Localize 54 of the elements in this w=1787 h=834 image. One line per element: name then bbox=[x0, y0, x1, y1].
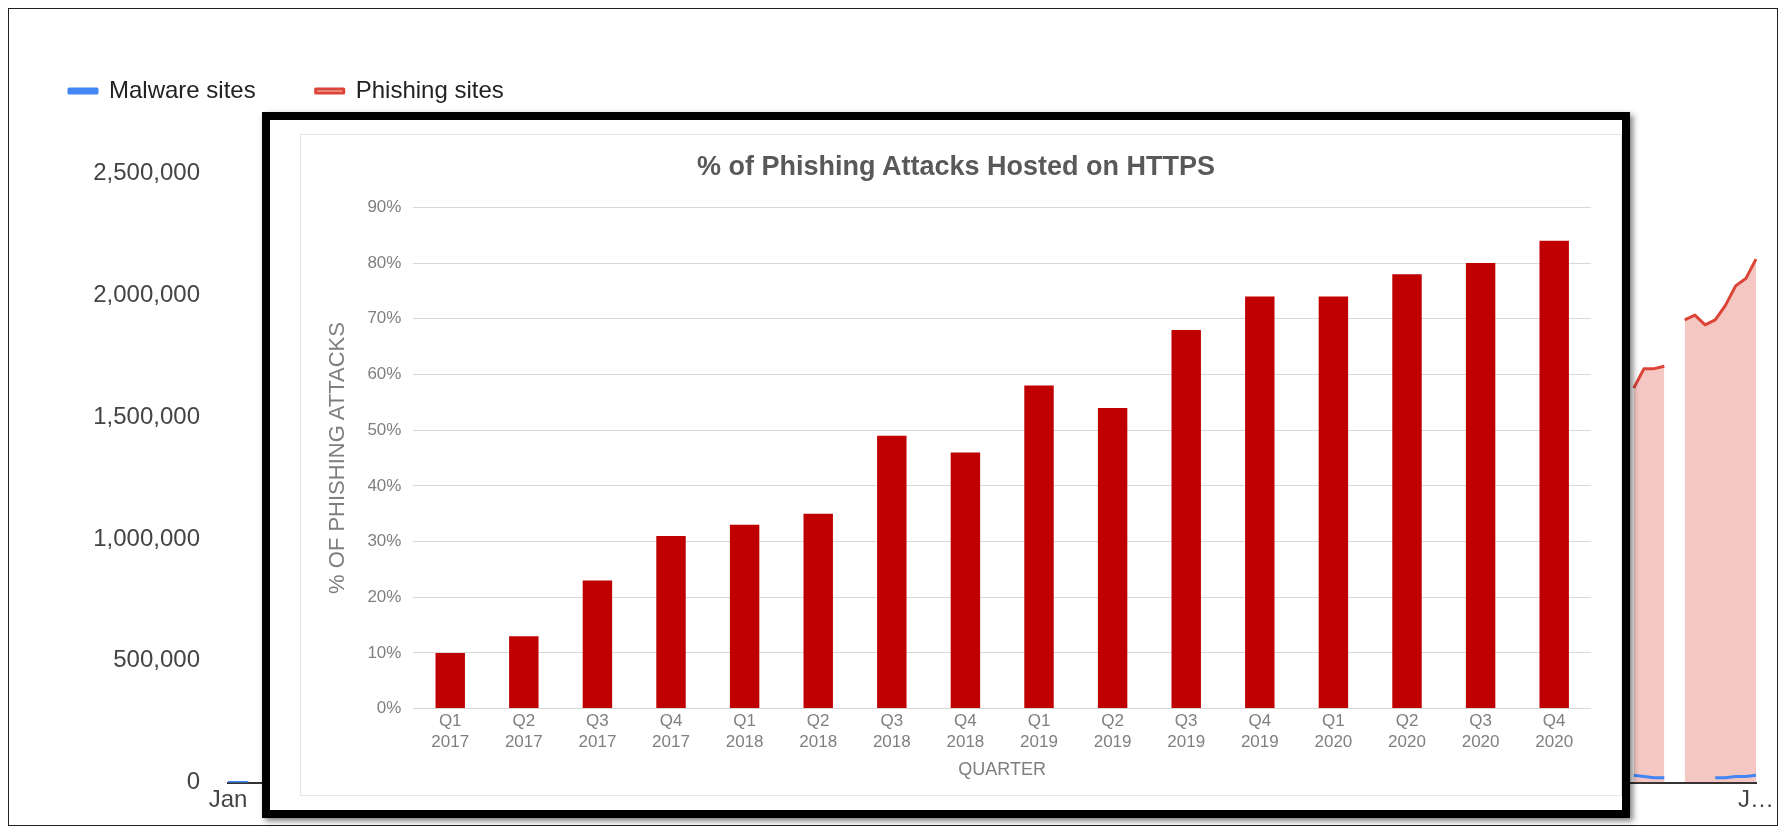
x-tick-label: Q4 2020 bbox=[1535, 711, 1574, 751]
y-tick-label: 40% bbox=[367, 475, 402, 495]
bar bbox=[1318, 296, 1349, 709]
y-tick-label: 20% bbox=[367, 586, 402, 606]
y-tick-label: 500,000 bbox=[113, 645, 200, 673]
bar bbox=[1465, 263, 1496, 709]
x-tick-label: Jan bbox=[208, 784, 248, 812]
y-tick-label: 30% bbox=[367, 531, 402, 551]
bar bbox=[656, 535, 686, 709]
bar bbox=[803, 513, 833, 709]
bar bbox=[509, 636, 539, 709]
y-tick-label: 0% bbox=[376, 698, 402, 718]
bar bbox=[877, 435, 907, 709]
x-tick-label: Q1 2017 bbox=[431, 711, 470, 751]
bar bbox=[950, 452, 981, 709]
bar bbox=[1171, 329, 1201, 709]
y-tick-label: 0 bbox=[186, 767, 200, 795]
y-tick-label: 70% bbox=[367, 308, 402, 328]
bar bbox=[729, 524, 760, 709]
legend-label: Malware sites bbox=[109, 75, 256, 103]
y-tick-label: 60% bbox=[367, 364, 402, 384]
bar bbox=[1539, 240, 1569, 709]
y-tick-label: 80% bbox=[367, 252, 402, 272]
y-axis-title: % OF PHISHING ATTACKS bbox=[324, 322, 350, 594]
bar bbox=[435, 652, 465, 709]
x-tick-label: Q4 2019 bbox=[1240, 711, 1279, 751]
bar bbox=[582, 580, 613, 709]
y-tick-label: 1,500,000 bbox=[93, 401, 200, 429]
bar bbox=[1245, 296, 1275, 709]
x-tick-label: Q2 2020 bbox=[1388, 711, 1426, 751]
chart-title: % of Phishing Attacks Hosted on HTTPS bbox=[696, 150, 1216, 181]
y-tick-label: 50% bbox=[367, 419, 402, 439]
y-tick-label: 90% bbox=[367, 197, 402, 217]
bar bbox=[1097, 407, 1128, 709]
x-tick-label: Q4 2018 bbox=[946, 711, 985, 751]
y-tick-label: 2,000,000 bbox=[93, 280, 200, 308]
bar bbox=[1392, 274, 1422, 709]
bar bbox=[1024, 385, 1054, 709]
x-tick-label: Q2 2018 bbox=[799, 711, 838, 751]
y-tick-label: 10% bbox=[367, 642, 402, 662]
x-tick-label: Q1 2019 bbox=[1020, 711, 1058, 751]
y-tick-label: 1,000,000 bbox=[93, 523, 200, 551]
x-tick-label: Q2 2017 bbox=[504, 711, 543, 751]
x-tick-label: Q1 2020 bbox=[1314, 711, 1353, 751]
x-tick-label: Q2 2019 bbox=[1093, 711, 1132, 751]
x-tick-label: Q3 2018 bbox=[872, 711, 911, 751]
legend-label: Phishing sites bbox=[355, 75, 504, 103]
y-tick-label: 2,500,000 bbox=[93, 158, 200, 186]
x-tick-label: J… bbox=[1738, 784, 1774, 812]
x-tick-label: Q1 2018 bbox=[725, 711, 764, 751]
x-tick-label: Q3 2020 bbox=[1461, 711, 1500, 751]
x-tick-label: Q3 2019 bbox=[1167, 711, 1206, 751]
x-tick-label: Q4 2017 bbox=[652, 711, 690, 751]
x-tick-label: Q3 2017 bbox=[578, 711, 617, 751]
